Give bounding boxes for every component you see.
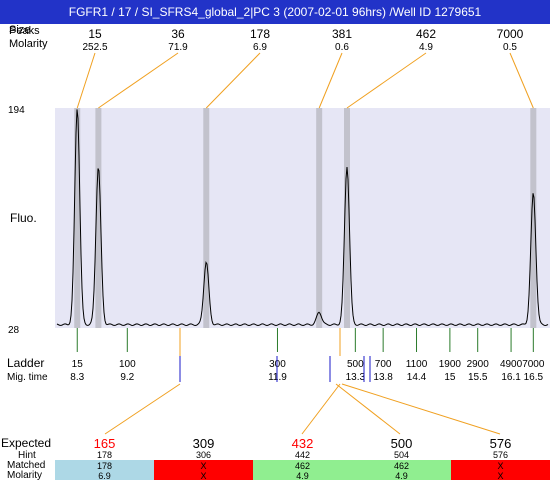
expected-value-1: 309 — [193, 436, 215, 451]
molarity-value-3: 4.9 — [395, 471, 408, 480]
matched-label: Matched — [7, 460, 45, 471]
ladder-time-2: 11.9 — [268, 372, 287, 383]
peak-size-2: 178 — [250, 27, 270, 41]
ladder-bp-4: 700 — [375, 359, 392, 370]
ladder-bp-1: 100 — [119, 359, 136, 370]
expected-connector-0 — [104, 383, 181, 435]
molarity-value-0: 6.9 — [98, 471, 111, 480]
ladder-bp-6: 1900 — [439, 359, 462, 370]
peak-bands — [74, 108, 537, 328]
peak-connector-1 — [98, 52, 179, 109]
peak-band-3 — [316, 108, 323, 328]
ladder-bp-7: 2900 — [467, 359, 490, 370]
header-label-size: Size — [9, 24, 30, 36]
ladder-time-1: 9.2 — [120, 372, 134, 383]
expected-label: Expected — [1, 436, 51, 450]
ladder-time-0: 8.3 — [70, 372, 84, 383]
ladder-time-5: 14.4 — [407, 372, 427, 383]
peak-molarity-3: 0.6 — [335, 42, 349, 53]
peak-band-2 — [203, 108, 210, 328]
molarity-value-2: 4.9 — [296, 471, 309, 480]
matched-value-2: 462 — [295, 461, 310, 471]
expected-connector-3 — [341, 383, 501, 435]
peak-size-1: 36 — [171, 27, 185, 41]
peak-size-0: 15 — [88, 27, 102, 41]
expected-connector-2 — [335, 383, 401, 435]
expected-cell-4 — [451, 460, 550, 480]
expected-columns: 1651781786.9309306XX4324424624.950050446… — [55, 436, 550, 480]
expected-lines — [104, 328, 501, 435]
ladder-ticks: 15 8.3 100 9.2 300 11.9 500 13.3 700 13.8 1100 14.4… — [70, 328, 545, 383]
matched-value-1: X — [200, 461, 206, 471]
peak-connector-5 — [509, 52, 534, 109]
chart-title: FGFR1 / 17 / SI_SFRS4_global_2|PC 3 (200… — [0, 0, 550, 24]
peak-band-0 — [74, 108, 81, 328]
header-label-molarity: Molarity — [9, 38, 48, 50]
hint-value-3: 504 — [394, 450, 409, 460]
ladder-time-4: 13.8 — [373, 372, 393, 383]
peak-connector-4 — [346, 52, 427, 109]
expected-value-0: 165 — [94, 436, 116, 451]
ladder-bp-2: 300 — [269, 359, 286, 370]
molarity-value-4: X — [497, 471, 503, 480]
expected-value-4: 576 — [490, 436, 512, 451]
expected-cell-2 — [253, 460, 352, 480]
peak-connector-3 — [318, 52, 343, 109]
peak-connectors — [76, 52, 534, 109]
hint-value-2: 442 — [295, 450, 310, 460]
hint-value-4: 576 — [493, 450, 508, 460]
molarity-value-1: X — [200, 471, 206, 480]
expected-connector-1 — [301, 383, 341, 435]
expected-cell-1 — [154, 460, 253, 480]
y-axis-label: Fluo. — [10, 211, 37, 225]
peak-band-4 — [343, 108, 350, 328]
matched-value-4: X — [497, 461, 503, 471]
ladder-bp-3: 500 — [347, 359, 364, 370]
ladder-time-8: 16.1 — [501, 372, 521, 383]
peak-connector-2 — [205, 52, 261, 109]
expected-cell-3 — [352, 460, 451, 480]
expected-value-2: 432 — [292, 436, 314, 451]
peak-size-5: 7000 — [497, 27, 524, 41]
ladder-bp-5: 1100 — [406, 359, 428, 370]
molarity-label: Molarity — [7, 470, 42, 480]
ladder-bp-8: 4900 — [500, 359, 523, 370]
hint-value-0: 178 — [97, 450, 112, 460]
matched-value-0: 178 — [97, 461, 112, 471]
peak-molarity-1: 71.9 — [168, 42, 188, 53]
expected-value-3: 500 — [391, 436, 413, 451]
ladder-bp-0: 15 — [72, 359, 84, 370]
y-max-label: 194 — [8, 105, 25, 116]
mig-time-label: Mig. time — [7, 372, 48, 383]
plot-background — [55, 108, 550, 328]
peak-connector-0 — [76, 52, 96, 109]
fluorescence-trace — [56, 109, 549, 327]
peak-molarity-5: 0.5 — [503, 42, 517, 53]
peak-molarity-0: 252.5 — [82, 42, 107, 53]
ladder-label: Ladder — [7, 356, 44, 370]
peak-molarity-2: 6.9 — [253, 42, 267, 53]
peak-size-3: 381 — [332, 27, 352, 41]
matched-value-3: 462 — [394, 461, 409, 471]
peak-molarity-4: 4.9 — [419, 42, 433, 53]
ladder-time-9: 16.5 — [524, 372, 544, 383]
hint-value-1: 306 — [196, 450, 211, 460]
peak-size-4: 462 — [416, 27, 436, 41]
hint-label: Hint — [18, 450, 36, 461]
peak-band-1 — [95, 108, 102, 328]
ladder-bp-9: 7000 — [522, 359, 545, 370]
ladder-time-6: 15 — [444, 372, 456, 383]
ladder-time-3: 13.3 — [346, 372, 366, 383]
expected-cell-0 — [55, 460, 154, 480]
ladder-time-7: 15.5 — [468, 372, 488, 383]
peak-band-5 — [530, 108, 537, 328]
header-label-overlap: Peaks — [9, 25, 40, 37]
y-min-label: 28 — [8, 325, 20, 336]
